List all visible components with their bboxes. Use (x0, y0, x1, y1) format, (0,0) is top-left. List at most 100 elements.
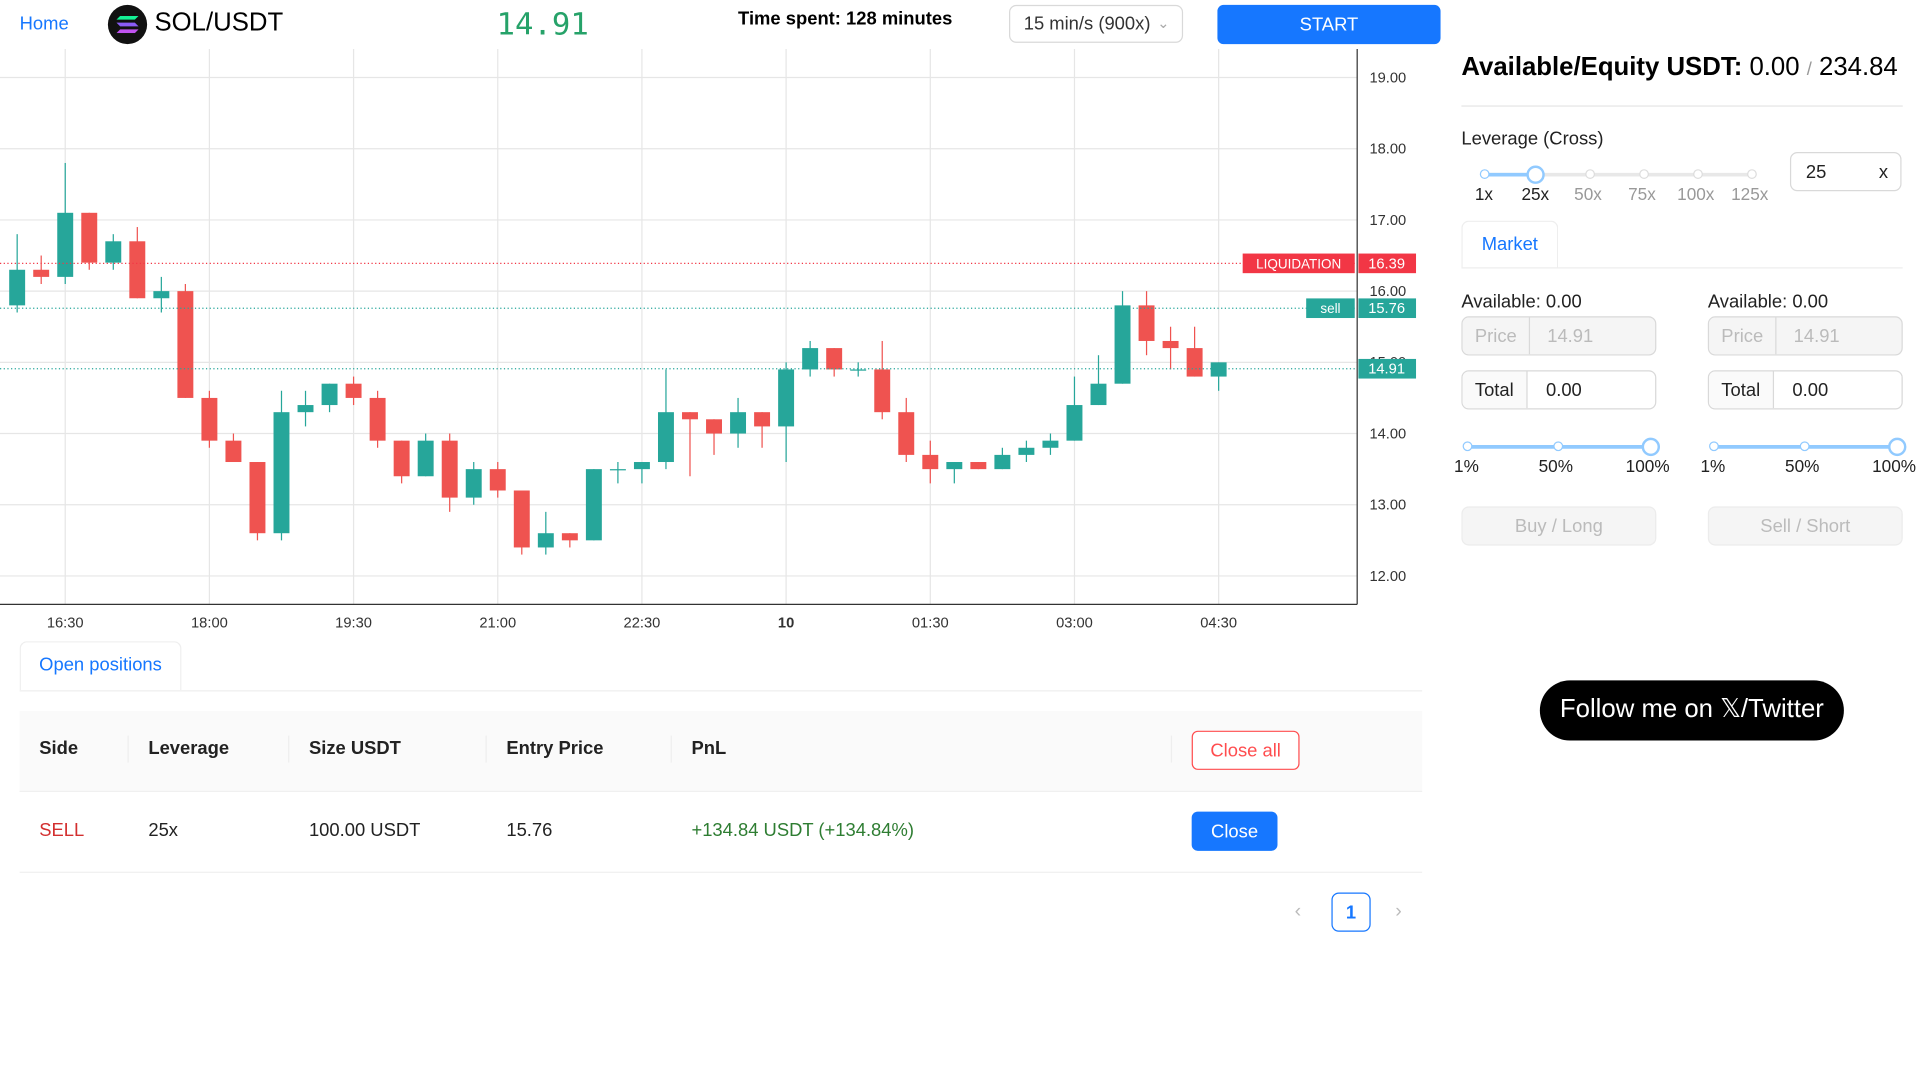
candle-up (321, 383, 338, 406)
leverage-dot[interactable] (1585, 169, 1596, 179)
candle-down (754, 412, 771, 427)
candle-down (922, 454, 939, 470)
candle-up (850, 369, 867, 371)
leverage-slider-track (1483, 172, 1536, 177)
time-spent-label: Time spent: (738, 8, 841, 30)
buy-percent-handle[interactable] (1641, 437, 1661, 457)
col-divider (127, 735, 129, 763)
chevron-right-icon[interactable]: › (1395, 901, 1402, 922)
candle-down (129, 241, 146, 299)
col-divider (288, 735, 290, 763)
col-side: Side (39, 738, 79, 759)
chevron-left-icon[interactable]: ‹ (1294, 901, 1302, 922)
y-tick-label: 14.00 (1369, 426, 1406, 442)
leverage-dot[interactable] (1747, 169, 1757, 179)
sell-short-button[interactable]: Sell / Short (1707, 506, 1903, 546)
divider (1461, 105, 1903, 107)
leverage-dot[interactable] (1639, 169, 1649, 179)
tab-market[interactable]: Market (1461, 220, 1559, 269)
sell-percent-handle[interactable] (1888, 437, 1907, 457)
price-line-value: 15.76 (1368, 301, 1405, 317)
price-line-value: 16.39 (1368, 256, 1405, 272)
leverage-dot[interactable] (1479, 169, 1490, 179)
candle-up (105, 241, 122, 263)
leverage-slider-handle[interactable] (1526, 165, 1546, 184)
row-size: 100.00 USDT (308, 820, 421, 842)
candle-down (826, 348, 843, 370)
buy-percent-dot[interactable] (1462, 441, 1473, 452)
candle-up (585, 469, 602, 541)
candle-down (201, 397, 218, 441)
tab-open-positions[interactable]: Open positions (19, 641, 182, 691)
y-tick-label: 13.00 (1369, 498, 1406, 514)
candle-down (1138, 305, 1155, 341)
leverage-input[interactable]: 25 x (1789, 152, 1902, 192)
buy-total-label: Total (1462, 371, 1528, 409)
leverage-mark[interactable]: 25x (1521, 183, 1550, 204)
table-header: Side Leverage Size USDT Entry Price PnL … (19, 711, 1423, 792)
candle-up (657, 412, 674, 463)
sell-percent-mark[interactable]: 50% (1785, 456, 1820, 476)
candle-down (177, 291, 194, 398)
price-line-value-box (1358, 358, 1417, 379)
x-tick-label: 04:30 (1200, 616, 1237, 632)
close-position-button[interactable]: Close (1191, 811, 1278, 851)
speed-select[interactable]: 15 min/s (900x) ⌄ (1008, 4, 1184, 43)
current-price: 14.91 (496, 6, 589, 42)
leverage-dot[interactable] (1693, 169, 1703, 179)
home-link[interactable]: Home (19, 13, 69, 35)
sell-total-value: 0.00 (1792, 380, 1829, 401)
candle-up (778, 369, 795, 427)
buy-total-value: 0.00 (1545, 380, 1582, 401)
tab-divider (19, 690, 1423, 692)
candle-up (417, 440, 434, 477)
col-entry-price: Entry Price (506, 738, 604, 759)
candle-down (441, 440, 458, 498)
leverage-mark[interactable]: 75x (1628, 183, 1656, 204)
price-line-value: 14.91 (1368, 362, 1405, 378)
leverage-mark[interactable]: 100x (1677, 183, 1715, 204)
buy-long-button[interactable]: Buy / Long (1461, 506, 1657, 546)
x-tick-label: 18:00 (191, 616, 228, 632)
leverage-mark[interactable]: 50x (1574, 183, 1602, 204)
candle-up (465, 469, 482, 498)
leverage-label: Leverage (Cross) (1461, 128, 1604, 150)
candlestick-chart[interactable]: 19.0018.0017.0016.0015.0014.0013.0012.00… (0, 49, 1422, 637)
leverage-input-value: 25 (1805, 161, 1827, 183)
tab-divider (1461, 267, 1903, 269)
leverage-slider[interactable] (1483, 172, 1751, 177)
sell-price-field: Price 14.91 (1707, 316, 1903, 356)
candle-up (730, 412, 747, 434)
x-tick-label: 01:30 (912, 616, 949, 632)
start-button[interactable]: START (1217, 4, 1441, 45)
buy-price-field: Price 14.91 (1461, 316, 1657, 356)
sell-percent-mark[interactable]: 100% (1872, 456, 1917, 476)
close-all-button[interactable]: Close all (1191, 730, 1300, 770)
candle-down (513, 490, 530, 548)
sell-price-value: 14.91 (1793, 326, 1840, 347)
sell-percent-dot[interactable] (1799, 441, 1810, 452)
sell-price-label: Price (1709, 317, 1777, 355)
buy-total-field[interactable]: Total 0.00 (1461, 370, 1657, 410)
sell-percent-mark[interactable]: 1% (1700, 456, 1726, 476)
follow-twitter-button[interactable]: Follow me on 𝕏/Twitter (1539, 680, 1844, 741)
candle-up (57, 212, 74, 277)
price-line-label: sell (1320, 301, 1340, 316)
sell-percent-dot[interactable] (1709, 441, 1719, 452)
buy-percent-mark[interactable]: 1% (1454, 456, 1479, 476)
buy-percent-mark[interactable]: 50% (1538, 456, 1573, 476)
buy-percent-mark[interactable]: 100% (1625, 456, 1670, 476)
candle-up (1018, 447, 1035, 455)
x-tick-label: 10 (778, 616, 794, 632)
col-leverage: Leverage (148, 738, 230, 759)
page-1-button[interactable]: 1 (1331, 892, 1371, 932)
sell-total-field[interactable]: Total 0.00 (1707, 370, 1903, 410)
col-size: Size USDT (308, 738, 401, 759)
y-tick-label: 12.00 (1369, 569, 1406, 585)
leverage-mark[interactable]: 1x (1474, 183, 1494, 204)
leverage-mark[interactable]: 125x (1731, 183, 1769, 204)
buy-percent-dot[interactable] (1553, 441, 1564, 452)
candle-down (489, 469, 506, 491)
candle-up (297, 405, 314, 413)
candle-down (682, 412, 698, 420)
